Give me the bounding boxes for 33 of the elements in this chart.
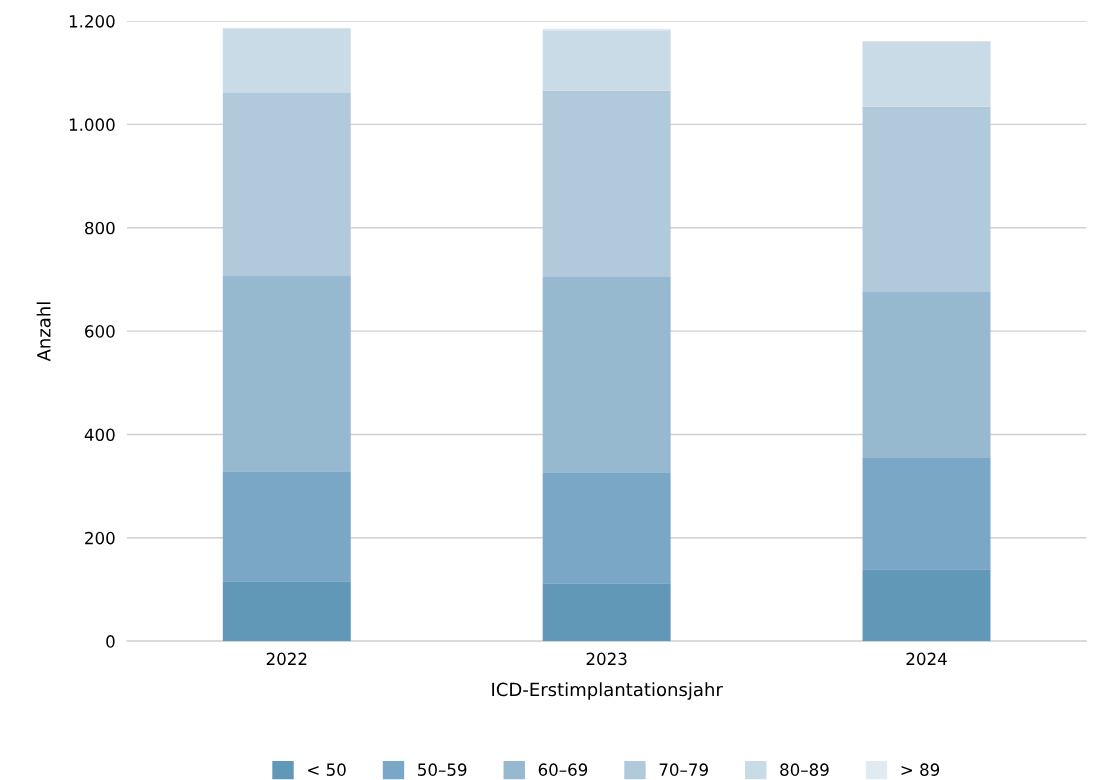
bar [862,291,991,458]
y-tick-label: 200 [85,531,115,545]
y-tick-label: 800 [85,221,115,235]
bar [542,276,671,473]
legend-label: 50–59 [418,763,467,776]
bar [542,30,671,91]
y-tick-label: 1.200 [69,15,115,28]
bar [222,92,351,276]
y-axis-title: Anzahl [36,302,51,362]
x-tick-label: 2023 [586,652,627,666]
y-tick-label: 0 [106,635,115,648]
legend-label: < 50 [308,763,346,776]
bar [862,569,991,642]
legend-label: 70–79 [659,763,708,776]
y-tick-label: 1.000 [69,118,115,131]
y-tick-label: 600 [85,325,115,338]
bar [542,90,671,277]
bar [542,583,671,642]
x-tick-label: 2022 [266,652,307,666]
bar [862,41,991,107]
bar [862,106,991,292]
x-tick-label: 2024 [906,652,947,666]
legend-label: > 89 [901,763,940,776]
legend-label: 80–89 [780,763,829,776]
bar [862,457,991,570]
legend-label: 60–69 [538,763,588,776]
bar [222,471,351,582]
bar [542,472,671,584]
y-tick-label: 400 [84,428,115,442]
bar [222,581,351,642]
bar [222,28,351,93]
bar [222,275,351,472]
x-axis-title: ICD-Erstimplantationsjahr [492,682,723,700]
